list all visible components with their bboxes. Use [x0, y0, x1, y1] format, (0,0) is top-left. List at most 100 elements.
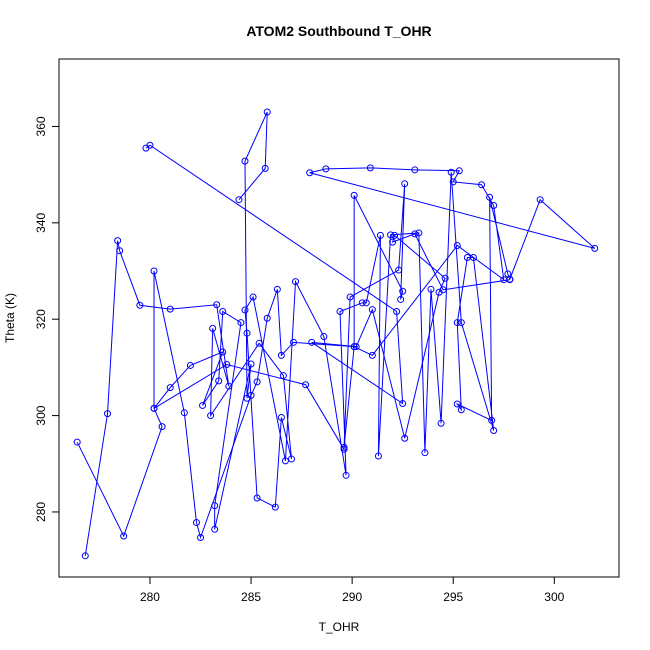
x-axis: 280 285 290 295 300 — [140, 577, 565, 604]
y-tick-label: 300 — [34, 405, 48, 425]
data-point — [211, 525, 219, 533]
data-point — [180, 409, 188, 417]
data-point — [166, 305, 174, 313]
data-point — [199, 401, 207, 409]
data-point — [457, 319, 465, 327]
data-point — [401, 434, 409, 442]
data-point — [273, 285, 281, 293]
data-point — [207, 412, 215, 420]
plot-frame — [58, 58, 620, 578]
y-tick-label: 280 — [34, 502, 48, 522]
series-layer — [73, 108, 599, 560]
data-point — [235, 196, 243, 204]
series-3 — [142, 141, 514, 442]
data-point — [439, 286, 447, 294]
data-point — [358, 299, 366, 307]
data-point — [350, 191, 358, 199]
data-point — [488, 416, 496, 424]
data-point — [219, 348, 227, 356]
y-tick-label: 360 — [34, 116, 48, 136]
data-point — [253, 378, 261, 386]
data-point — [209, 324, 217, 332]
data-point — [399, 400, 407, 408]
data-point — [401, 180, 409, 188]
data-point — [346, 293, 354, 301]
data-point — [241, 157, 249, 165]
data-point — [237, 319, 245, 327]
x-tick-label: 280 — [140, 590, 160, 604]
chart-title: ATOM2 Southbound T_OHR — [246, 23, 431, 39]
data-point — [306, 169, 314, 177]
y-tick-label: 320 — [34, 309, 48, 329]
series-2 — [150, 108, 348, 533]
data-point — [263, 108, 271, 116]
data-point — [362, 299, 370, 307]
data-point — [486, 193, 494, 201]
data-point — [453, 241, 461, 249]
data-point — [277, 351, 285, 359]
data-point — [389, 238, 397, 246]
data-point — [397, 295, 405, 303]
data-point — [368, 351, 376, 359]
data-point — [421, 449, 429, 457]
data-point — [352, 343, 360, 351]
data-point — [271, 503, 279, 511]
data-point — [366, 164, 374, 172]
data-point — [211, 502, 219, 510]
y-axis-label: Theta (K) — [3, 293, 17, 343]
data-point — [391, 231, 399, 239]
data-point — [427, 285, 435, 293]
data-point — [114, 237, 122, 245]
data-point — [336, 307, 344, 315]
data-point — [116, 247, 124, 255]
data-point — [247, 360, 255, 368]
data-point — [120, 532, 128, 540]
data-point — [263, 314, 271, 322]
data-point — [192, 519, 200, 527]
data-point — [399, 287, 407, 295]
data-point — [302, 381, 310, 389]
data-point — [308, 338, 316, 346]
data-point — [490, 427, 498, 435]
data-point — [376, 231, 384, 239]
data-point — [368, 306, 376, 314]
data-point — [395, 266, 403, 274]
data-point — [447, 168, 455, 176]
x-tick-label: 285 — [241, 590, 261, 604]
data-point — [197, 533, 205, 541]
data-point — [213, 301, 221, 309]
data-point — [437, 419, 445, 427]
data-point — [219, 307, 227, 315]
data-point — [150, 404, 158, 412]
data-point — [104, 410, 112, 418]
data-point — [150, 267, 158, 275]
data-point — [411, 230, 419, 238]
data-point — [411, 166, 419, 174]
data-point — [166, 384, 174, 392]
data-point — [243, 329, 251, 337]
data-point — [387, 231, 395, 239]
data-point — [506, 276, 514, 284]
data-point — [292, 278, 300, 286]
data-point — [136, 301, 144, 309]
data-point — [490, 201, 498, 209]
series-line — [145, 144, 510, 439]
data-point — [340, 443, 348, 451]
data-point — [469, 254, 477, 262]
data-point — [186, 361, 194, 369]
data-point — [215, 377, 223, 385]
data-point — [415, 229, 423, 237]
data-point — [449, 178, 457, 186]
x-axis-label: T_OHR — [319, 620, 360, 634]
data-point — [243, 394, 251, 402]
series-line — [153, 111, 345, 530]
y-axis: 280 300 320 340 360 — [34, 116, 59, 522]
data-point — [223, 361, 231, 368]
data-point — [457, 406, 465, 414]
data-point — [320, 333, 328, 341]
data-point — [441, 274, 449, 282]
series-line — [76, 167, 596, 556]
data-point — [277, 414, 285, 421]
data-point — [478, 181, 486, 189]
